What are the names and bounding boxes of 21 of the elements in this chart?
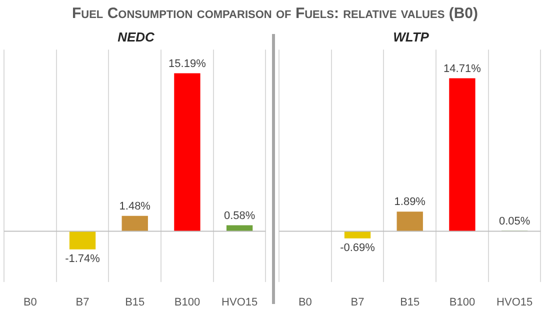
chart-title: Fuel Consumption comparison of Fuels: relative values (B0) — [70, 4, 479, 24]
data-label: 0.05% — [498, 215, 530, 228]
x-tick-label: B100 — [449, 296, 476, 308]
x-tick-label: B0 — [298, 296, 312, 308]
data-label: 0.58% — [224, 210, 256, 222]
data-label: -1.74% — [65, 252, 100, 265]
x-tick-label: B100 — [174, 296, 200, 308]
chart-subtitle: NEDC — [118, 29, 156, 44]
data-label: 1.89% — [394, 196, 426, 208]
data-label: 1.48% — [119, 200, 151, 212]
data-label: 14.71% — [444, 62, 482, 75]
chart-subtitle: WLTP — [393, 29, 430, 44]
x-tick-label: B0 — [23, 296, 37, 308]
x-tick-label: B7 — [350, 296, 364, 308]
data-label: 15.19% — [168, 58, 206, 70]
x-tick-label: B7 — [76, 296, 90, 308]
x-tick-label: HVO15 — [496, 296, 533, 308]
x-tick-label: HVO15 — [222, 296, 258, 308]
x-tick-label: B15 — [400, 296, 420, 308]
x-tick-label: B15 — [125, 296, 145, 308]
data-label: -0.69% — [340, 242, 376, 254]
